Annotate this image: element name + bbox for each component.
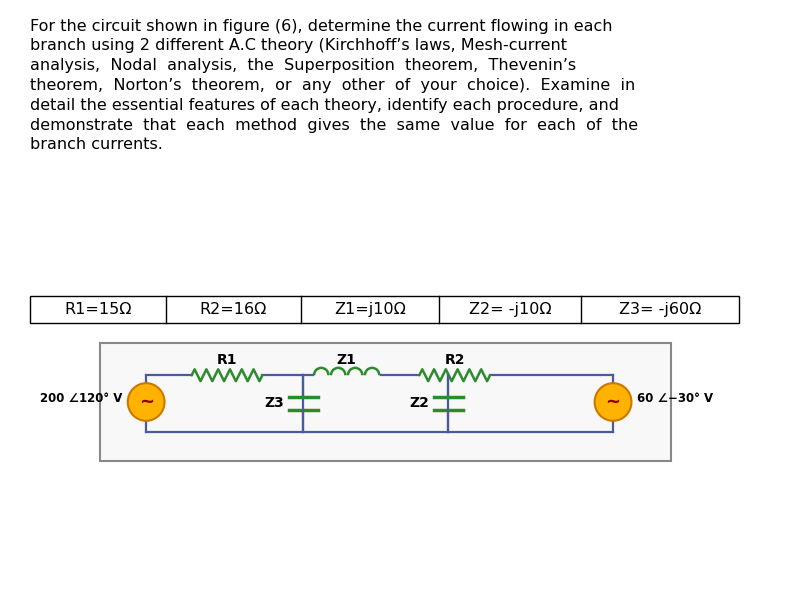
Text: For the circuit shown in figure (6), determine the current flowing in each: For the circuit shown in figure (6), det… xyxy=(30,19,612,34)
Circle shape xyxy=(595,383,631,421)
Text: R1=15Ω: R1=15Ω xyxy=(64,302,132,317)
Text: detail the essential features of each theory, identify each procedure, and: detail the essential features of each th… xyxy=(30,98,619,113)
Text: Z2: Z2 xyxy=(409,397,429,411)
Text: R2: R2 xyxy=(444,353,465,368)
Text: ~: ~ xyxy=(139,393,154,411)
Text: Z2= -j10Ω: Z2= -j10Ω xyxy=(469,302,551,317)
Text: Z1: Z1 xyxy=(336,353,357,368)
Text: R1: R1 xyxy=(217,353,237,368)
Text: Z1=j10Ω: Z1=j10Ω xyxy=(334,302,406,317)
Text: analysis,  Nodal  analysis,  the  Superposition  theorem,  Thevenin’s: analysis, Nodal analysis, the Superposit… xyxy=(30,59,576,73)
Circle shape xyxy=(128,383,165,421)
Text: Z3= -j60Ω: Z3= -j60Ω xyxy=(619,302,701,317)
Text: 200 ∠120° V: 200 ∠120° V xyxy=(39,391,122,404)
Text: theorem,  Norton’s  theorem,  or  any  other  of  your  choice).  Examine  in: theorem, Norton’s theorem, or any other … xyxy=(30,78,635,93)
Text: demonstrate  that  each  method  gives  the  same  value  for  each  of  the: demonstrate that each method gives the s… xyxy=(30,118,638,133)
Bar xyxy=(30,296,739,323)
Text: ~: ~ xyxy=(605,393,620,411)
Text: branch using 2 different A.C theory (Kirchhoff’s laws, Mesh-current: branch using 2 different A.C theory (Kir… xyxy=(30,38,567,53)
Text: branch currents.: branch currents. xyxy=(30,138,163,152)
Bar xyxy=(99,343,671,462)
Text: Z3: Z3 xyxy=(264,397,284,411)
Text: 60 ∠−30° V: 60 ∠−30° V xyxy=(637,391,713,404)
Text: R2=16Ω: R2=16Ω xyxy=(199,302,267,317)
